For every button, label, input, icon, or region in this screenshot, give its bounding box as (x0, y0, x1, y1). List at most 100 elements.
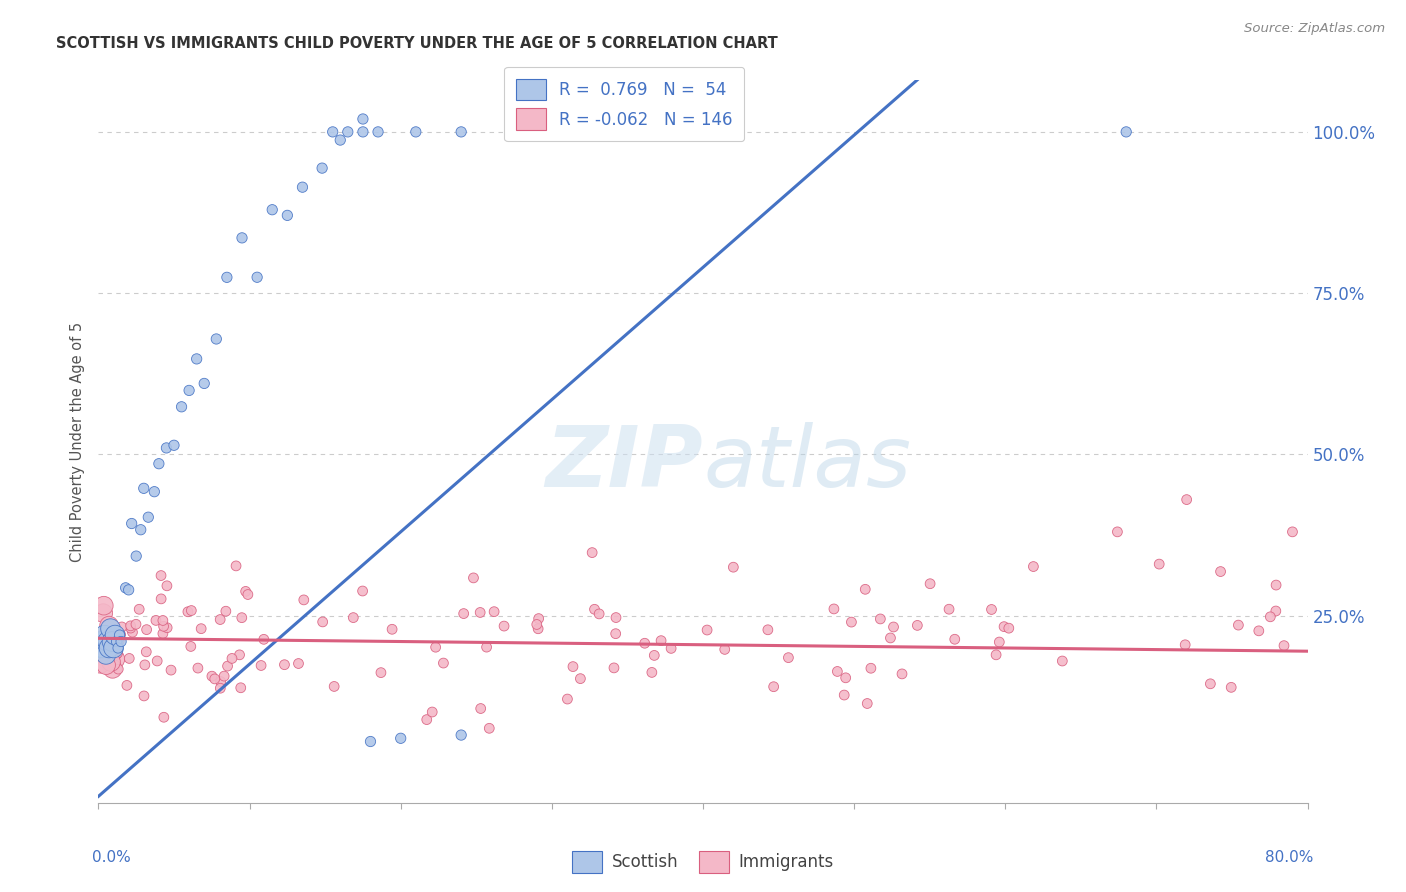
Point (1175, 492, 1198, 507)
Point (209, 681, 232, 696)
Point (1115, 125, 1137, 139)
Point (209, 613, 232, 627)
Point (453, 607, 475, 621)
Point (713, 642, 735, 657)
Point (148, 457, 170, 471)
Point (94, 648, 117, 662)
Point (89, 640, 111, 655)
Point (125, 617, 148, 632)
Point (381, 622, 404, 636)
Point (360, 734, 382, 748)
Point (150, 568, 173, 582)
Point (97, 654, 120, 668)
Text: Source: ZipAtlas.com: Source: ZipAtlas.com (1244, 22, 1385, 36)
Point (527, 611, 550, 625)
Point (135, 645, 157, 659)
Point (1265, 578, 1288, 592)
Point (110, 627, 132, 641)
Point (246, 270, 269, 285)
Point (292, 593, 315, 607)
Point (103, 640, 125, 655)
Y-axis label: Child Poverty Under the Age of 5: Child Poverty Under the Age of 5 (70, 321, 86, 562)
Point (1260, 609, 1282, 624)
Point (101, 662, 124, 676)
Point (108, 628, 131, 642)
Point (125, 549, 148, 563)
Point (1247, 624, 1270, 638)
Point (96, 634, 118, 648)
Point (180, 603, 202, 617)
Point (217, 659, 239, 673)
Point (1052, 654, 1074, 668)
Point (389, 731, 412, 746)
Point (696, 623, 718, 637)
Point (135, 623, 157, 637)
Point (879, 631, 901, 645)
Point (659, 641, 682, 656)
Point (90, 633, 112, 648)
Point (129, 523, 152, 537)
Point (91, 606, 114, 620)
Point (101, 634, 124, 648)
Point (482, 605, 505, 619)
Point (104, 652, 127, 666)
Point (778, 650, 800, 665)
Point (107, 662, 129, 676)
Point (186, 351, 208, 366)
Point (231, 610, 253, 624)
Text: atlas: atlas (703, 422, 911, 505)
Point (91, 639, 114, 653)
Point (841, 615, 863, 629)
Point (132, 481, 155, 495)
Point (1107, 524, 1129, 539)
Point (190, 622, 212, 636)
Text: 0.0%: 0.0% (93, 850, 131, 864)
Point (1264, 604, 1286, 618)
Point (650, 633, 672, 648)
Point (603, 661, 626, 675)
Point (105, 634, 128, 648)
Point (93, 646, 115, 660)
Point (823, 602, 845, 616)
Point (156, 621, 179, 635)
Point (1022, 559, 1045, 574)
Point (231, 231, 253, 245)
Point (311, 161, 333, 175)
Point (756, 623, 779, 637)
Point (827, 665, 849, 679)
Point (891, 666, 914, 681)
Point (641, 665, 664, 680)
Point (450, 728, 472, 742)
Point (170, 400, 193, 414)
Point (723, 560, 745, 574)
Point (212, 669, 235, 683)
Point (475, 640, 498, 654)
Point (329, 133, 352, 147)
Point (98, 640, 121, 655)
Point (291, 180, 314, 194)
Point (215, 604, 238, 618)
Text: ZIP: ZIP (546, 422, 703, 505)
Point (605, 626, 627, 640)
Point (352, 584, 374, 599)
Text: SCOTTISH VS IMMIGRANTS CHILD POVERTY UNDER THE AGE OF 5 CORRELATION CHART: SCOTTISH VS IMMIGRANTS CHILD POVERTY UND… (56, 36, 778, 51)
Point (905, 618, 928, 632)
Point (93, 599, 115, 613)
Point (101, 645, 124, 659)
Point (94, 658, 117, 673)
Point (988, 635, 1011, 649)
Point (943, 632, 966, 647)
Point (494, 619, 516, 633)
Point (180, 640, 202, 654)
Point (93, 628, 115, 642)
Point (115, 678, 138, 692)
Point (118, 651, 141, 665)
Point (205, 332, 228, 346)
Point (463, 571, 485, 585)
Point (432, 656, 454, 670)
Point (336, 125, 359, 139)
Point (405, 125, 427, 139)
Text: 80.0%: 80.0% (1265, 850, 1313, 864)
Point (100, 622, 122, 636)
Point (1209, 565, 1232, 579)
